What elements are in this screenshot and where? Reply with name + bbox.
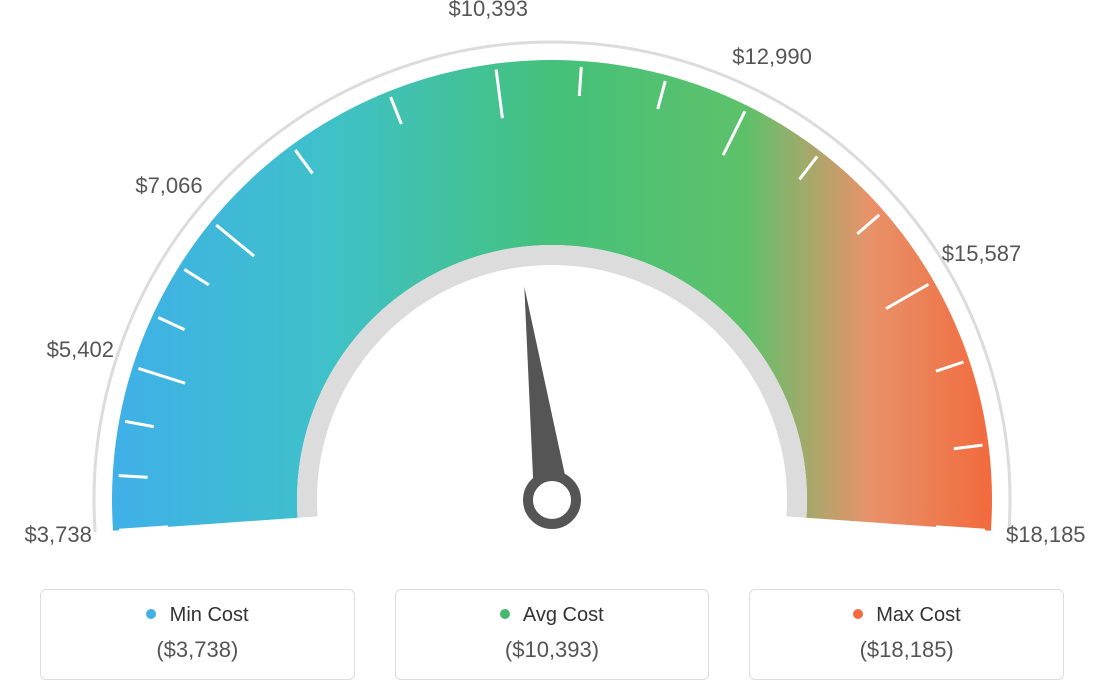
legend-title-max: Max Cost bbox=[760, 604, 1053, 627]
gauge-tick-label: $7,066 bbox=[135, 173, 202, 199]
gauge-svg bbox=[0, 0, 1104, 540]
dot-icon-avg bbox=[500, 609, 510, 619]
gauge-tick-label: $10,393 bbox=[448, 0, 528, 22]
legend-title-avg: Avg Cost bbox=[406, 604, 699, 627]
legend-value-max: ($18,185) bbox=[760, 637, 1053, 663]
legend-title-avg-text: Avg Cost bbox=[523, 604, 604, 626]
gauge-tick-label: $3,738 bbox=[25, 522, 92, 548]
gauge-tick-label: $5,402 bbox=[47, 337, 114, 363]
dot-icon-min bbox=[146, 609, 156, 619]
legend-row: Min Cost ($3,738) Avg Cost ($10,393) Max… bbox=[0, 589, 1104, 680]
legend-value-avg: ($10,393) bbox=[406, 637, 699, 663]
gauge-area: $3,738$5,402$7,066$10,393$12,990$15,587$… bbox=[0, 0, 1104, 540]
chart-container: $3,738 $5,402 $7,066 $10,393 $12,990 $15,587 $… bbox=[0, 0, 1104, 690]
legend-card-min: Min Cost ($3,738) bbox=[40, 589, 355, 680]
legend-title-min-text: Min Cost bbox=[170, 604, 249, 626]
legend-title-min: Min Cost bbox=[51, 604, 344, 627]
legend-card-max: Max Cost ($18,185) bbox=[749, 589, 1064, 680]
legend-card-avg: Avg Cost ($10,393) bbox=[395, 589, 710, 680]
dot-icon-max bbox=[853, 609, 863, 619]
legend-value-min: ($3,738) bbox=[51, 637, 344, 663]
gauge-tick-label: $18,185 bbox=[1006, 522, 1086, 548]
gauge-tick-label: $12,990 bbox=[732, 44, 812, 70]
legend-title-max-text: Max Cost bbox=[876, 604, 960, 626]
gauge-tick-label: $15,587 bbox=[942, 241, 1022, 267]
